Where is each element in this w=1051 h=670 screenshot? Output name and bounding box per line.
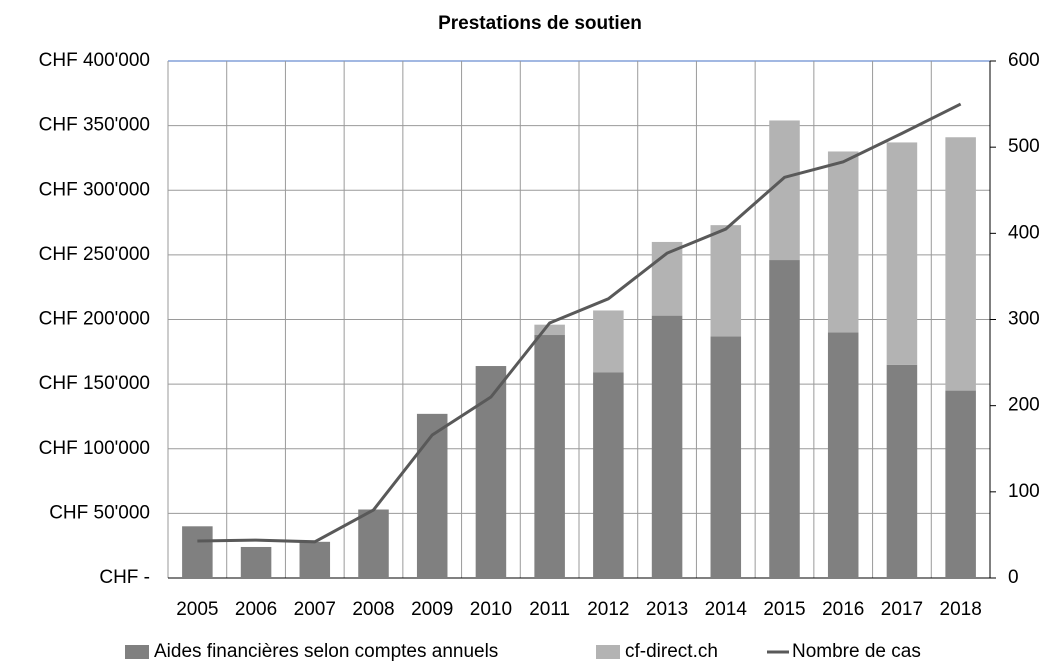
bar [827, 151, 859, 333]
y2-tick-label: 600 [1008, 50, 1040, 71]
y2-tick-label: 100 [1008, 481, 1040, 502]
y-tick-label: CHF - [99, 567, 150, 588]
x-tick-label: 2014 [705, 599, 748, 620]
x-tick-label: 2005 [176, 599, 218, 620]
y2-tick-label: 400 [1008, 222, 1040, 243]
bar [593, 372, 624, 578]
bar [827, 332, 859, 578]
legend-swatch [125, 645, 149, 659]
x-tick-label: 2012 [587, 599, 629, 620]
bar [534, 324, 565, 336]
x-tick-label: 2017 [881, 599, 923, 620]
bar [299, 541, 331, 578]
bar [945, 390, 976, 578]
y2-tick-label: 300 [1008, 309, 1040, 330]
legend-label: cf-direct.ch [625, 641, 718, 662]
y-tick-label: CHF 250'000 [39, 244, 150, 265]
bar [886, 142, 918, 365]
x-tick-label: 2010 [470, 599, 512, 620]
y2-tick-label: 500 [1008, 136, 1040, 157]
x-tick-label: 2016 [822, 599, 864, 620]
chart-title: Prestations de soutien [438, 13, 642, 34]
x-tick-label: 2013 [646, 599, 688, 620]
bar [886, 364, 918, 578]
bar [534, 335, 565, 578]
y2-tick-label: 0 [1008, 567, 1019, 588]
bar [593, 310, 624, 373]
y-tick-label: CHF 400'000 [39, 50, 150, 71]
x-tick-label: 2008 [352, 599, 394, 620]
x-tick-label: 2007 [294, 599, 336, 620]
x-tick-label: 2015 [763, 599, 805, 620]
bar [769, 260, 800, 578]
y-tick-label: CHF 150'000 [39, 373, 150, 394]
bar [416, 413, 448, 578]
legend-swatch [596, 645, 620, 659]
y-tick-label: CHF 200'000 [39, 309, 150, 330]
bar [651, 315, 683, 578]
legend-label: Aides financières selon comptes annuels [154, 641, 498, 662]
x-tick-label: 2011 [529, 599, 570, 620]
bar [182, 526, 213, 578]
x-tick-label: 2006 [235, 599, 277, 620]
legend-label: Nombre de cas [792, 641, 921, 662]
bar [945, 137, 976, 391]
line [197, 102, 962, 544]
y2-tick-label: 200 [1008, 395, 1040, 416]
bar [240, 546, 272, 578]
bar [769, 120, 800, 261]
x-tick-label: 2009 [411, 599, 453, 620]
bar [710, 225, 742, 337]
x-tick-label: 2018 [940, 599, 982, 620]
y-tick-label: CHF 100'000 [39, 438, 150, 459]
y-tick-label: CHF 350'000 [39, 115, 150, 136]
y-tick-label: CHF 50'000 [49, 502, 150, 523]
bar [475, 366, 507, 578]
y-tick-label: CHF 300'000 [39, 179, 150, 200]
bar [358, 509, 389, 578]
bar [710, 336, 742, 578]
